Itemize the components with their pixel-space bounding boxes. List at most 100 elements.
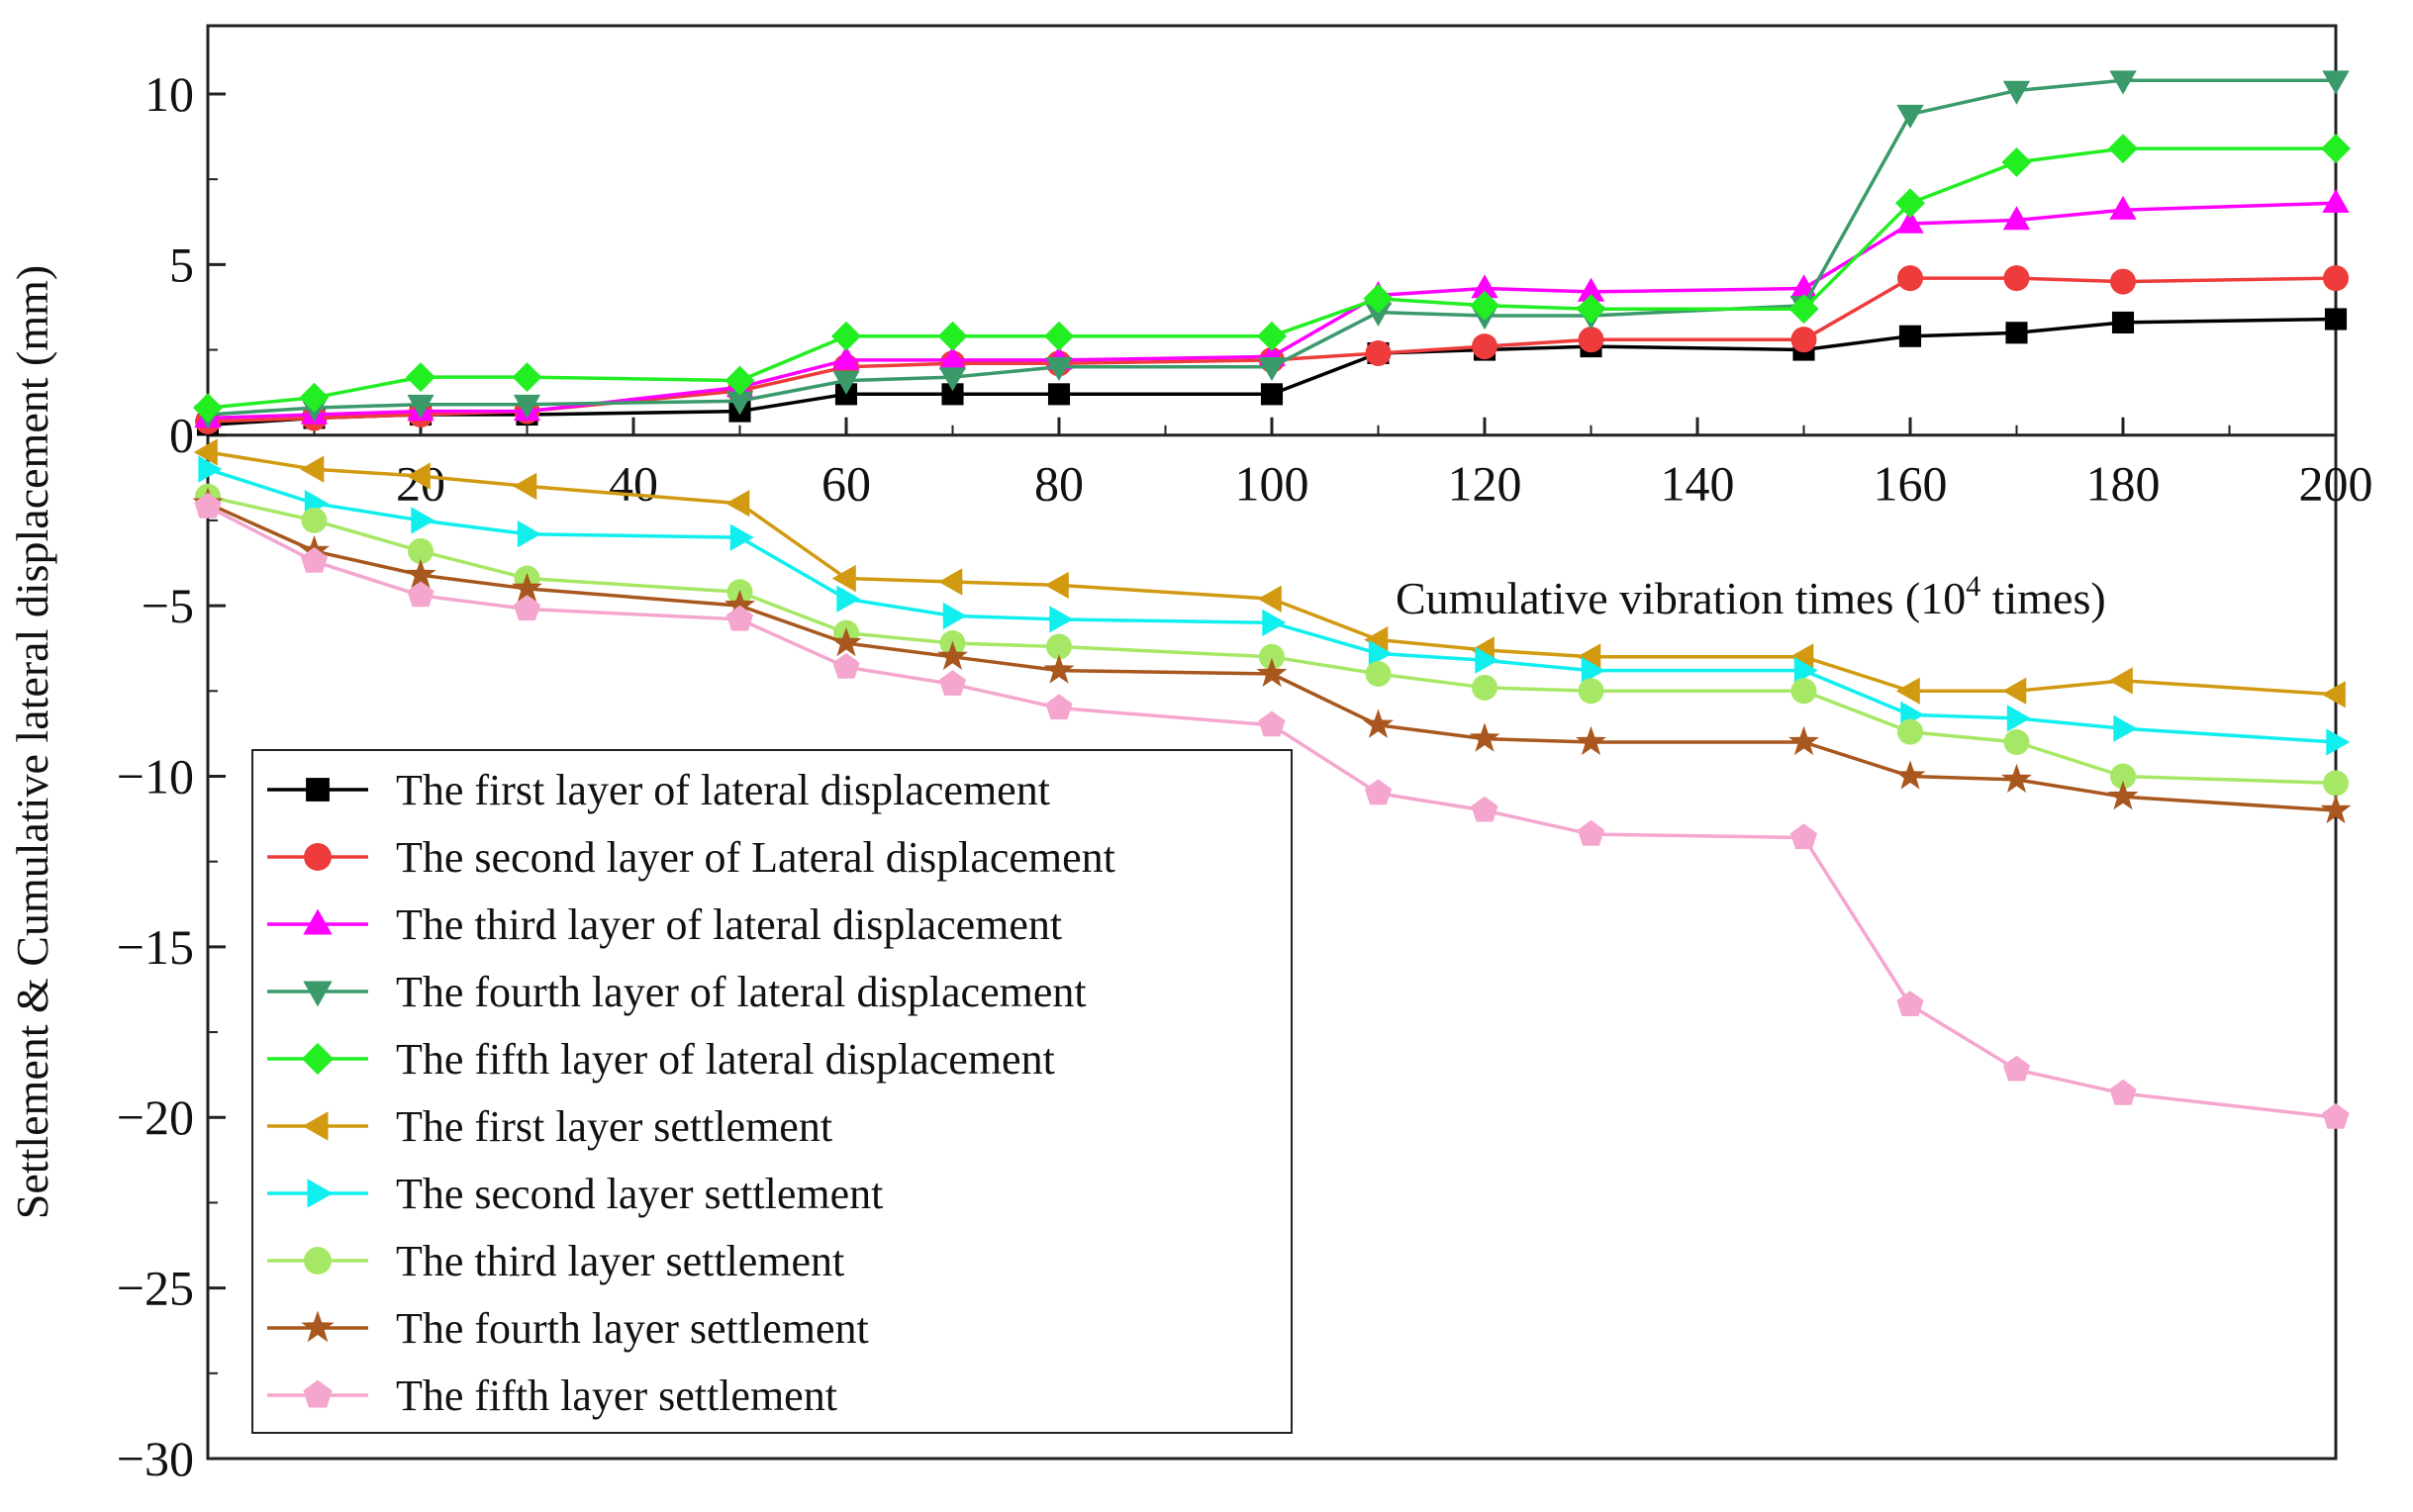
data-point — [1364, 779, 1393, 805]
data-point — [1577, 277, 1605, 302]
data-point — [1363, 283, 1394, 314]
data-point — [1044, 571, 1069, 600]
x-tick-label: 100 — [1235, 456, 1309, 512]
x-tick-label: 60 — [821, 456, 871, 512]
data-point — [938, 568, 963, 596]
series-layer — [192, 70, 2352, 1129]
data-point — [1895, 677, 1920, 705]
data-point — [2326, 728, 2351, 756]
data-point — [1897, 718, 1923, 745]
data-point — [2006, 705, 2031, 732]
data-point — [1471, 796, 1498, 822]
data-point — [832, 652, 860, 679]
legend-label: The fifth layer of lateral displacement — [396, 1035, 1055, 1084]
legend-marker — [304, 843, 332, 871]
legend-item: The first layer settlement — [267, 1102, 832, 1151]
data-point — [2113, 714, 2138, 742]
axis-ticks: 1050−5−10−15−20−25−302040608010012014016… — [117, 66, 2373, 1486]
data-point — [1470, 290, 1499, 321]
y-tick-label: −25 — [117, 1261, 194, 1316]
data-point — [831, 564, 856, 593]
data-point — [1262, 609, 1287, 636]
data-point — [1576, 725, 1606, 756]
data-point — [1895, 188, 1925, 219]
data-point — [1581, 656, 1605, 685]
data-point — [1256, 657, 1288, 688]
y-tick-label: −10 — [117, 748, 194, 803]
data-point — [2108, 667, 2133, 695]
series-9 — [192, 487, 2352, 824]
data-point — [1368, 639, 1393, 667]
data-point — [2321, 134, 2351, 164]
data-point — [2109, 1079, 2137, 1105]
data-point — [1046, 633, 1072, 660]
data-point — [1471, 274, 1498, 299]
legend-item: The second layer settlement — [267, 1170, 883, 1218]
legend-marker — [301, 1042, 335, 1076]
data-point — [725, 490, 750, 518]
data-point — [408, 537, 434, 564]
legend-label: The third layer of lateral displacement — [396, 900, 1062, 949]
y-tick-label: 5 — [169, 236, 194, 292]
data-point — [1790, 678, 1817, 705]
data-point — [1897, 265, 1923, 292]
data-point — [2323, 265, 2349, 292]
x-tick-label: 40 — [609, 456, 658, 512]
data-point — [512, 572, 542, 602]
data-point — [2322, 1102, 2350, 1129]
data-point — [2110, 763, 2136, 790]
data-point — [1258, 357, 1286, 382]
data-point — [1577, 819, 1605, 846]
data-point — [1789, 823, 1818, 850]
data-point — [729, 523, 754, 551]
y-tick-label: −5 — [142, 578, 194, 633]
legend-marker — [301, 1310, 335, 1343]
data-point — [1257, 585, 1282, 613]
data-point — [1576, 294, 1606, 325]
data-point — [1472, 674, 1497, 701]
data-point — [513, 394, 541, 419]
legend-label: The first layer settlement — [396, 1102, 832, 1151]
y-tick-label: 0 — [169, 408, 194, 463]
legend-marker — [303, 1379, 333, 1408]
data-point — [938, 345, 967, 370]
data-point — [406, 462, 431, 490]
legend-item: The second layer of Lateral displacement — [267, 833, 1115, 882]
data-point — [2003, 265, 2030, 292]
data-point — [405, 558, 436, 589]
legend-label: The third layer settlement — [396, 1237, 844, 1285]
data-point — [1260, 383, 1284, 406]
legend-label: The first layer of lateral displacement — [396, 766, 1050, 814]
data-point — [2322, 189, 2350, 213]
legend-item: The fifth layer of lateral displacement — [267, 1035, 1055, 1084]
data-point — [2111, 311, 2135, 333]
data-point — [2321, 681, 2346, 709]
legend-item: The fourth layer of lateral displacement — [267, 968, 1087, 1016]
data-point — [1047, 383, 1071, 406]
x-tick-label: 180 — [2086, 456, 2161, 512]
data-point — [1259, 643, 1285, 670]
data-point — [2109, 70, 2137, 95]
legend-item: The fifth layer settlement — [267, 1371, 837, 1420]
data-point — [1788, 294, 1819, 325]
data-point — [2322, 70, 2350, 95]
data-point — [1896, 991, 1924, 1016]
data-point — [300, 455, 325, 483]
data-point — [193, 393, 223, 424]
data-point — [1898, 325, 1922, 347]
data-point — [1043, 654, 1075, 684]
data-point — [1365, 661, 1392, 688]
data-point — [1045, 357, 1073, 382]
data-point — [301, 507, 328, 533]
data-point — [938, 367, 967, 392]
data-point — [1896, 104, 1924, 129]
data-point — [1469, 722, 1500, 752]
data-point — [1788, 725, 1819, 756]
y-tick-label: −20 — [117, 1089, 194, 1145]
data-point — [2002, 80, 2031, 105]
y-tick-label: 10 — [145, 66, 194, 122]
legend-label: The fifth layer settlement — [396, 1371, 837, 1420]
data-point — [2110, 268, 2136, 295]
data-point — [1364, 302, 1393, 327]
legend-marker — [307, 1179, 334, 1208]
